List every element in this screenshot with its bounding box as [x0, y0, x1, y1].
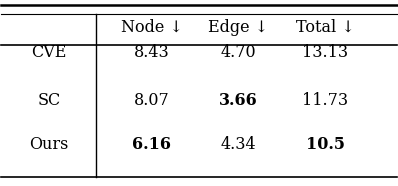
Text: 8.07: 8.07 — [134, 92, 170, 109]
Text: CVE: CVE — [31, 44, 66, 61]
Text: 3.66: 3.66 — [219, 92, 258, 109]
Text: 4.70: 4.70 — [221, 44, 256, 61]
Text: 6.16: 6.16 — [132, 136, 171, 153]
Text: Edge ↓: Edge ↓ — [209, 19, 269, 36]
Text: 4.34: 4.34 — [221, 136, 256, 153]
Text: 10.5: 10.5 — [306, 136, 345, 153]
Text: 11.73: 11.73 — [302, 92, 349, 109]
Text: Total ↓: Total ↓ — [296, 19, 355, 36]
Text: Ours: Ours — [29, 136, 68, 153]
Text: 8.43: 8.43 — [134, 44, 170, 61]
Text: Node ↓: Node ↓ — [121, 19, 183, 36]
Text: SC: SC — [37, 92, 60, 109]
Text: 13.13: 13.13 — [302, 44, 349, 61]
